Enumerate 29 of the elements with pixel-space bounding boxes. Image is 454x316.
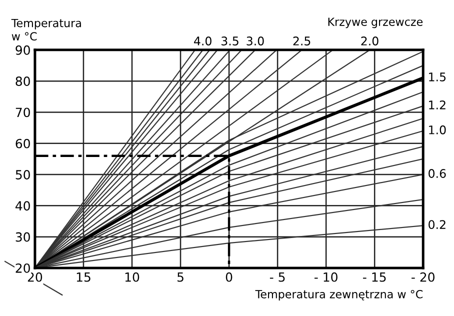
series-label: 1.0 [429,125,446,134]
series-label: 2.0 [361,36,378,46]
series-label: 0.6 [428,169,446,178]
y-tick-label: 30 [16,232,30,242]
y-tick-label: 40 [15,201,30,211]
x-tick-label: 10 [125,272,140,282]
series-label: 0.2 [428,220,446,230]
series-label: 4.0 [194,36,212,46]
x-axis-title: Temperatura zewnętrzna w °C [255,290,423,301]
y-tick-label: 50 [16,170,30,180]
series-label: 1.5 [429,72,446,82]
series-label: 3.5 [222,36,238,46]
y-tick-label: 20 [16,263,30,273]
y-tick-label: 70 [16,108,30,118]
x-tick-label: 15 [76,272,90,282]
y-tick-label: 90 [16,45,30,55]
series-label: 1.2 [429,100,446,110]
x-tick-label: - 5 [270,272,285,282]
y-tick-label: 80 [16,76,30,86]
x-tick-label: - 10 [314,272,338,282]
x-tick-label: 5 [178,272,184,282]
x-tick-label: 0 [226,272,232,282]
y-tick-label: 60 [16,138,30,148]
text: Krzywe grzewcze [328,18,423,28]
y-axis-title: Temperatura w °C [11,18,81,41]
x-tick-label: - 15 [363,272,386,282]
x-tick-label: - 20 [412,272,434,282]
series-label: 2.5 [293,36,310,46]
series-label: 3.0 [246,36,264,46]
